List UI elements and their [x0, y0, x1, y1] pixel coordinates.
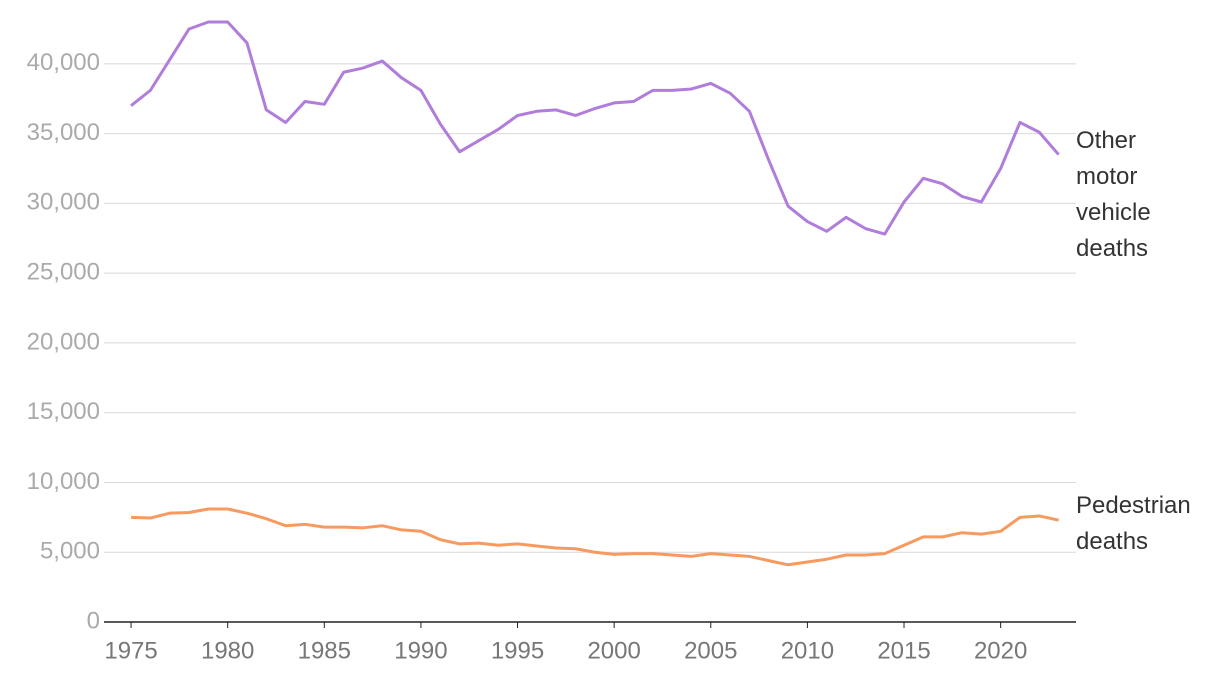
- x-tick-label: 1975: [104, 637, 157, 664]
- y-tick-label: 35,000: [27, 119, 100, 146]
- x-tick-label: 2000: [587, 637, 640, 664]
- x-tick-label: 1980: [201, 637, 254, 664]
- y-tick-label: 10,000: [27, 468, 100, 495]
- x-tick-label: 2020: [974, 637, 1027, 664]
- series-label: Pedestrian deaths: [1076, 492, 1191, 556]
- series-line: [130, 507, 1059, 567]
- x-tick-label: 2010: [781, 637, 834, 664]
- y-tick-label: 15,000: [27, 398, 100, 425]
- series-line: [130, 20, 1060, 236]
- series-label: Other motor vehicle deaths: [1076, 126, 1151, 262]
- y-tick-label: 40,000: [27, 49, 100, 76]
- y-tick-label: 30,000: [27, 189, 100, 216]
- x-tick-label: 2005: [684, 637, 737, 664]
- x-tick-label: 1985: [298, 637, 351, 664]
- y-tick-label: 5,000: [40, 538, 100, 565]
- y-tick-label: 0: [87, 607, 100, 634]
- x-tick-label: 2015: [877, 637, 930, 664]
- x-tick-label: 1995: [491, 637, 544, 664]
- y-tick-label: 25,000: [27, 259, 100, 286]
- y-tick-label: 20,000: [27, 328, 100, 355]
- x-tick-label: 1990: [394, 637, 447, 664]
